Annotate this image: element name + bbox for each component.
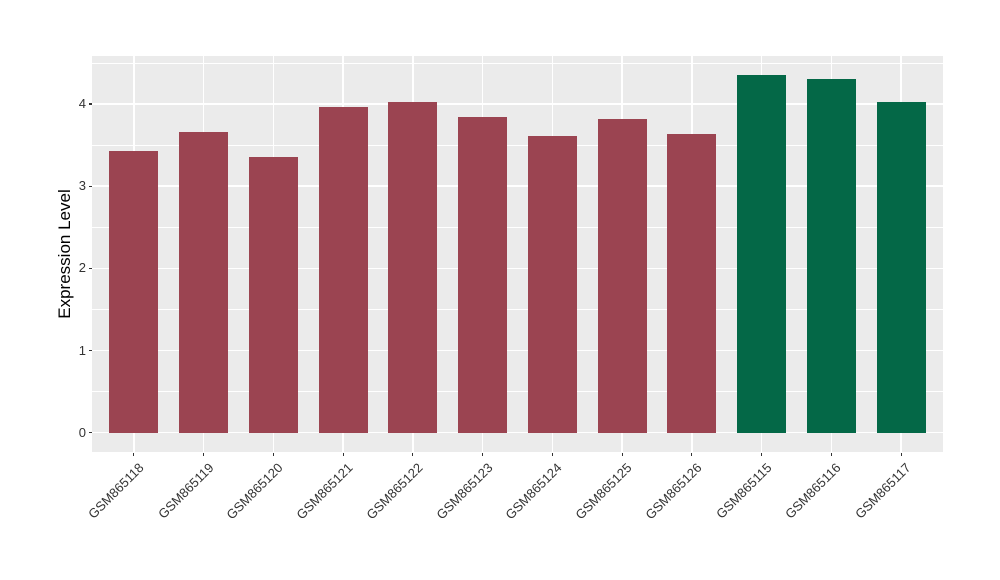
bar-GSM865120	[248, 156, 298, 433]
x-tick-label: GSM865121	[293, 460, 356, 523]
x-tick-label: GSM865118	[84, 460, 147, 522]
x-tick-label: GSM865119	[154, 460, 217, 522]
bar-GSM865124	[527, 136, 577, 433]
x-axis-tick	[342, 452, 344, 456]
minor-gridline-y	[92, 391, 943, 392]
x-axis-tick	[830, 452, 832, 456]
y-axis-title: Expression Level	[55, 189, 74, 319]
x-axis-tick	[621, 452, 623, 456]
y-tick-label: 2	[78, 260, 86, 276]
x-tick-label: GSM865126	[642, 460, 705, 523]
plot-panel	[92, 56, 943, 452]
x-tick-label: GSM865123	[432, 460, 496, 523]
major-gridline-y	[92, 185, 943, 187]
x-axis-tick	[272, 452, 274, 456]
major-gridline-y	[92, 103, 943, 105]
x-tick-label: GSM865117	[852, 460, 914, 522]
bar-GSM865126	[667, 133, 717, 433]
major-gridline-y	[92, 349, 943, 352]
x-axis-tick	[133, 452, 135, 456]
bar-GSM865121	[318, 106, 368, 433]
x-axis-tick	[900, 452, 902, 456]
minor-gridline-y	[92, 62, 943, 64]
bar-GSM865119	[179, 131, 228, 433]
y-axis-tick	[88, 349, 92, 352]
y-tick-label: 4	[78, 96, 86, 112]
x-tick-label: GSM865115	[712, 460, 775, 522]
bar-GSM865115	[737, 75, 787, 433]
y-axis-tick	[88, 267, 92, 269]
major-gridline-y	[92, 267, 943, 270]
x-axis-tick	[412, 452, 414, 456]
x-axis-tick	[691, 452, 693, 456]
x-axis-tick	[761, 452, 763, 456]
x-tick-label: GSM865124	[502, 460, 565, 523]
bar-GSM865117	[876, 101, 926, 433]
bar-GSM865122	[388, 102, 438, 433]
x-axis-tick	[203, 452, 205, 456]
x-tick-label: GSM865120	[223, 460, 286, 523]
y-axis-tick	[88, 103, 92, 105]
x-axis-tick	[551, 452, 553, 456]
bar-GSM865118	[109, 150, 159, 433]
y-axis-tick	[88, 185, 92, 187]
minor-gridline-y	[92, 226, 943, 228]
minor-gridline-y	[92, 309, 943, 310]
y-tick-label: 1	[78, 342, 86, 358]
y-tick-label: 0	[78, 424, 86, 440]
minor-gridline-y	[92, 144, 943, 146]
x-tick-label: GSM865122	[363, 460, 426, 523]
x-tick-label: GSM865116	[782, 460, 844, 522]
x-axis-tick	[482, 452, 484, 456]
y-axis-tick	[88, 432, 92, 434]
x-tick-label: GSM865125	[572, 460, 635, 523]
bar-GSM865125	[597, 118, 647, 433]
major-gridline-y	[92, 431, 943, 434]
bar-GSM865116	[806, 78, 856, 433]
y-tick-label: 3	[78, 178, 86, 194]
bar-GSM865123	[458, 117, 508, 433]
